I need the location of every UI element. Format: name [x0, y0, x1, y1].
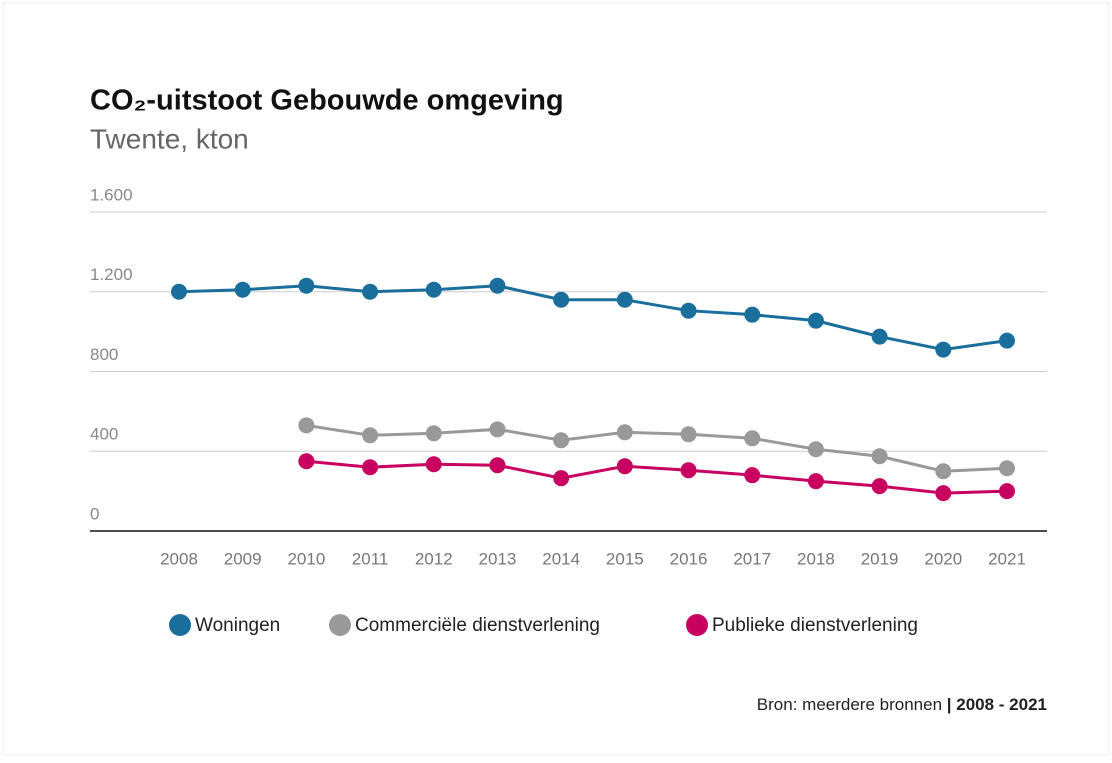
data-point	[999, 332, 1015, 349]
data-point	[298, 277, 315, 294]
chart-subtitle: Twente, kton	[90, 123, 249, 154]
data-point	[489, 421, 506, 438]
legend-swatch	[329, 614, 351, 636]
data-point	[553, 432, 570, 449]
data-point	[425, 281, 442, 298]
y-tick-label: 0	[90, 504, 99, 523]
data-point	[744, 306, 761, 323]
x-tick-label: 2014	[542, 549, 580, 568]
data-point	[935, 463, 952, 480]
data-point	[489, 277, 506, 294]
data-point	[298, 417, 315, 434]
x-tick-label: 2018	[797, 549, 835, 568]
y-tick-label: 400	[90, 425, 118, 444]
data-point	[298, 453, 315, 470]
x-tick-label: 2010	[287, 549, 325, 568]
data-point	[616, 291, 633, 308]
data-point	[935, 341, 952, 358]
data-point	[744, 467, 761, 484]
legend-label: Publieke dienstverlening	[712, 615, 918, 636]
data-point	[807, 312, 824, 329]
data-point	[616, 458, 633, 475]
x-tick-label: 2009	[224, 549, 262, 568]
x-tick-label: 2013	[479, 549, 517, 568]
data-point	[553, 470, 570, 487]
series-line	[306, 423, 1008, 473]
x-tick-label: 2011	[352, 549, 389, 568]
legend-swatch	[169, 614, 191, 636]
data-point	[871, 478, 888, 495]
x-tick-label: 2019	[861, 549, 899, 568]
data-point	[234, 281, 251, 298]
x-tick-label: 2012	[415, 549, 453, 568]
x-tick-label: 2017	[733, 549, 771, 568]
data-point	[935, 485, 952, 502]
series-line	[306, 459, 1008, 495]
source-text: Bron: meerdere bronnen	[757, 695, 942, 714]
data-point	[807, 441, 824, 458]
legend-label: Commerciële dienstverlening	[355, 615, 600, 636]
data-point	[680, 426, 697, 443]
data-point	[425, 456, 442, 473]
data-point	[999, 483, 1015, 500]
x-tick-label: 2015	[606, 549, 644, 568]
legend-label: Woningen	[195, 615, 280, 636]
data-point	[362, 427, 379, 444]
data-point	[871, 448, 888, 465]
series-line	[178, 284, 1008, 352]
source: Bron: meerdere bronnen | 2008 - 2021	[757, 695, 1047, 714]
y-tick-label: 1.600	[90, 185, 133, 204]
x-tick-label: 2020	[924, 549, 962, 568]
data-point	[680, 462, 697, 479]
data-point	[171, 283, 187, 300]
data-point	[553, 291, 570, 308]
data-point	[744, 430, 761, 447]
data-point	[999, 460, 1015, 477]
y-tick-label: 800	[90, 345, 118, 364]
data-point	[362, 459, 379, 476]
x-tick-label: 2016	[670, 549, 708, 568]
source-period: | 2008 - 2021	[947, 695, 1047, 714]
data-point	[489, 457, 506, 474]
x-tick-label: 2008	[160, 549, 198, 568]
chart-title: CO₂-uitstoot Gebouwde omgeving	[90, 85, 564, 117]
data-point	[871, 328, 888, 345]
data-point	[616, 424, 633, 441]
y-tick-label: 1.200	[90, 265, 133, 284]
data-point	[362, 283, 379, 300]
x-tick-label: 2021	[988, 549, 1026, 568]
data-point	[425, 425, 442, 442]
data-point	[807, 473, 824, 490]
data-point	[680, 302, 697, 319]
legend-swatch	[686, 614, 708, 636]
